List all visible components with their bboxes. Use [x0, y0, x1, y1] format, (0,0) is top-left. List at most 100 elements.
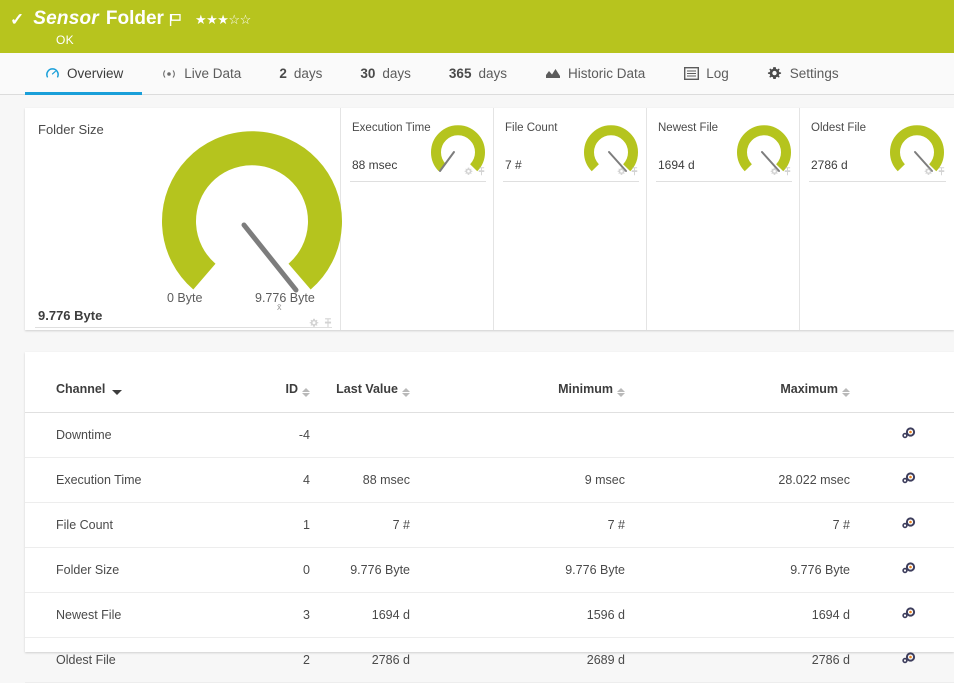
column-header-channel[interactable]: Channel [25, 352, 225, 413]
tab-label: days [293, 66, 323, 81]
gear-icon[interactable] [924, 163, 933, 175]
table-row[interactable]: Folder Size 0 9.776 Byte 9.776 Byte 9.77… [25, 547, 954, 593]
gauge-icon [44, 66, 60, 82]
gauge-max-label: 9.776 Byte [255, 291, 315, 305]
table-header-row: Channel ID Last Value [25, 352, 954, 413]
newest-file-gauge [735, 123, 793, 181]
cell-channel: Folder Size [25, 547, 225, 593]
pin-icon[interactable] [937, 163, 946, 176]
chart-icon [545, 66, 561, 82]
channel-settings-icon[interactable] [902, 517, 916, 533]
column-label: ID [285, 382, 299, 396]
sort-icon [302, 387, 310, 398]
table-row[interactable]: File Count 1 7 # 7 # 7 # [25, 502, 954, 548]
tab-settings[interactable]: Settings [748, 53, 858, 94]
channels-table: Channel ID Last Value [25, 352, 954, 683]
cell-minimum: 9 msec [410, 457, 625, 503]
star-icon: ★ [217, 12, 229, 27]
execution-time-gauge [429, 123, 487, 181]
cell-minimum: 7 # [410, 502, 625, 548]
mini-gauge-value: 7 # [505, 158, 522, 172]
pin-icon[interactable] [630, 163, 639, 176]
cell-maximum: 2786 d [625, 637, 850, 683]
column-header-id[interactable]: ID [225, 352, 310, 413]
cell-maximum [625, 412, 850, 458]
table-row[interactable]: Newest File 3 1694 d 1596 d 1694 d [25, 592, 954, 638]
mini-gauge-value: 1694 d [658, 158, 695, 172]
pin-icon[interactable] [477, 163, 486, 176]
divider [350, 181, 486, 182]
cell-id: 1 [225, 502, 310, 548]
pin-icon[interactable] [783, 163, 792, 176]
table-row[interactable]: Downtime -4 [25, 412, 954, 458]
divider [35, 327, 332, 328]
gear-icon[interactable] [464, 163, 473, 175]
mini-gauge-tools [924, 163, 946, 176]
column-label: Minimum [558, 382, 613, 396]
table-body: Downtime -4 Execution Time [25, 412, 954, 683]
sensor-type-label: Sensor [33, 8, 99, 29]
tab-log[interactable]: Log [664, 53, 748, 94]
column-header-maximum[interactable]: Maximum [625, 352, 850, 413]
tab-365-days[interactable]: 365 days [430, 53, 526, 94]
cell-minimum [410, 412, 625, 458]
divider [656, 181, 792, 182]
tab-overview[interactable]: Overview [25, 53, 143, 95]
main-gauge-title: Folder Size [38, 122, 104, 137]
cell-maximum: 7 # [625, 502, 850, 548]
channel-settings-icon[interactable] [902, 562, 916, 578]
tab-prefix: 2 [279, 66, 287, 81]
page-title[interactable]: Folder [105, 8, 164, 29]
priority-rating[interactable]: ★ ★ ★ ☆ ☆ [195, 12, 251, 26]
column-label: Maximum [780, 382, 838, 396]
cell-channel: Oldest File [25, 637, 225, 683]
sort-icon [842, 387, 850, 398]
status-check-icon: ✓ [10, 9, 25, 29]
gear-icon [767, 66, 783, 82]
flag-icon[interactable] [169, 12, 182, 27]
tab-live-data[interactable]: Live Data [142, 53, 260, 94]
channel-settings-icon[interactable] [902, 607, 916, 623]
mini-gauge-oldest-file: Oldest File 2786 d [800, 108, 953, 330]
cell-id: 0 [225, 547, 310, 593]
tab-prefix: 30 [360, 66, 376, 81]
gauges-panel: Folder Size x̄ 0 Byte 9.776 Byte 9.776 B… [25, 108, 954, 330]
header-title-row: ✓ Sensor Folder ★ ★ ★ ☆ ☆ [10, 7, 954, 31]
mini-gauge-tools [464, 163, 486, 176]
sort-icon [617, 387, 625, 398]
cell-actions [850, 412, 954, 458]
cell-minimum: 1596 d [410, 592, 625, 638]
gear-icon[interactable] [309, 315, 319, 327]
cell-actions [850, 502, 954, 548]
gear-icon[interactable] [617, 163, 626, 175]
mini-gauge-title: File Count [505, 122, 558, 134]
column-header-minimum[interactable]: Minimum [410, 352, 625, 413]
mini-gauge-file-count: File Count 7 # [494, 108, 647, 330]
tab-prefix: 365 [448, 66, 472, 81]
channel-settings-icon[interactable] [902, 472, 916, 488]
mini-gauge-newest-file: Newest File 1694 d [647, 108, 800, 330]
tab-bar: Overview Live Data 2 days 30 days 365 da… [0, 53, 954, 95]
cell-channel: File Count [25, 502, 225, 548]
tab-30-days[interactable]: 30 days [341, 53, 430, 94]
tab-2-days[interactable]: 2 days [260, 53, 341, 94]
cell-last-value: 7 # [310, 502, 410, 548]
cell-actions [850, 592, 954, 638]
star-icon: ☆ [239, 12, 252, 27]
tab-label: days [382, 66, 411, 81]
cell-maximum: 28.022 msec [625, 457, 850, 503]
channel-settings-icon[interactable] [902, 427, 916, 443]
channel-settings-icon[interactable] [902, 652, 916, 668]
tab-label: Historic Data [567, 66, 646, 81]
column-header-last-value[interactable]: Last Value [310, 352, 410, 413]
cell-id: 2 [225, 637, 310, 683]
tab-historic-data[interactable]: Historic Data [526, 53, 664, 94]
gear-icon[interactable] [770, 163, 779, 175]
column-header-actions [850, 352, 954, 413]
tab-label: Settings [789, 66, 839, 81]
table-row[interactable]: Oldest File 2 2786 d 2689 d 2786 d [25, 637, 954, 683]
status-badge: OK [56, 33, 74, 47]
pin-icon[interactable] [323, 315, 332, 328]
table-row[interactable]: Execution Time 4 88 msec 9 msec 28.022 m… [25, 457, 954, 503]
cell-channel: Newest File [25, 592, 225, 638]
